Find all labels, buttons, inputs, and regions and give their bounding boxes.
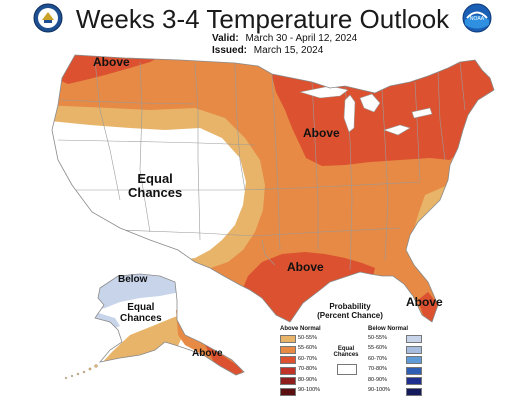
label-alaska-equal-chances: Equal Chances (120, 302, 162, 324)
label-florida: Above (406, 295, 443, 309)
issued-label: Issued: (212, 45, 248, 56)
alaska-north-below (95, 274, 180, 310)
legend-below-swatch (406, 387, 422, 396)
conus-outline (51, 54, 495, 323)
valid-dates: Valid: March 30 - April 12, 2024 (212, 33, 357, 44)
legend-below-label: 50-55% (368, 334, 387, 341)
valid-value: March 30 - April 12, 2024 (245, 33, 358, 44)
legend-below-label: 70-80% (368, 366, 387, 372)
legend-below-label: 80-90% (368, 376, 387, 383)
legend-above-label: 90-100% (298, 387, 321, 393)
legend-above-swatch (280, 335, 296, 343)
probability-legend: Probability (Percent Chance) Above Norma… (276, 302, 424, 402)
label-west-equal-chances: Equal Chances (128, 172, 182, 199)
pnw-60-70 (55, 55, 170, 84)
legend-below-swatch (406, 356, 422, 364)
northeast-60-70 (268, 55, 494, 166)
label-great-lakes: Above (303, 126, 340, 140)
legend-title-line1: Probability (329, 302, 371, 311)
legend-equal-line2: Chances (333, 352, 359, 359)
issued-date: Issued: March 15, 2024 (212, 45, 323, 56)
label-alaska-south: Above (192, 348, 223, 359)
valid-label: Valid: (212, 33, 239, 44)
legend-above-swatch (280, 387, 296, 396)
legend-equal-label: Equal Chances (329, 346, 363, 359)
alaska-outline (94, 273, 245, 376)
commerce-seal-logo (33, 3, 63, 33)
legend-below-swatch (406, 345, 422, 354)
legend-above-label: 70-80% (298, 366, 317, 372)
legend-above-label: 80-90% (298, 376, 317, 383)
legend-below-swatch (406, 366, 422, 375)
label-west-equal: Equal (137, 171, 173, 186)
legend-above-swatch (280, 366, 296, 375)
alaska-panhandle-60-70 (205, 345, 244, 375)
label-alaska-chances: Chances (120, 312, 162, 324)
label-texas: Above (287, 260, 324, 274)
legend-equal-swatch (337, 364, 357, 375)
page-title: Weeks 3-4 Temperature Outlook (75, 4, 450, 34)
legend-below-swatch (406, 335, 422, 343)
label-pacific-northwest: Above (93, 55, 130, 69)
legend-above-label: 50-55% (298, 334, 317, 341)
legend-below-label: 60-70% (368, 355, 387, 362)
alaska-south-50-55 (100, 315, 185, 365)
legend-equal-line1: Equal (337, 346, 355, 352)
state-borders (57, 59, 466, 271)
svg-text:NOAA: NOAA (470, 16, 485, 22)
legend-above-swatch (280, 356, 296, 364)
label-alaska-equal: Equal (127, 302, 155, 313)
legend-above-label: 60-70% (298, 355, 317, 362)
legend-below-label: 90-100% (368, 387, 391, 393)
legend-below-header: Below Normal (368, 326, 409, 332)
legend-above-label: 55-60% (298, 345, 317, 351)
issued-value: March 15, 2024 (253, 45, 324, 56)
legend-above-swatch (280, 377, 296, 385)
label-alaska-north: Below (118, 274, 148, 285)
great-lakes (299, 85, 433, 136)
legend-above-header: Above Normal (280, 326, 321, 332)
label-west-chances: Chances (128, 184, 183, 200)
noaa-logo: NOAA (462, 3, 492, 33)
legend-below-swatch (406, 377, 422, 385)
alaska-map (95, 274, 244, 375)
aleutian-islands (64, 364, 98, 380)
legend-above-swatch (280, 345, 296, 354)
legend-title-line2: (Percent Chance) (317, 311, 383, 321)
legend-below-label: 55-60% (368, 345, 387, 351)
legend-title: Probability (Percent Chance) (276, 302, 424, 320)
